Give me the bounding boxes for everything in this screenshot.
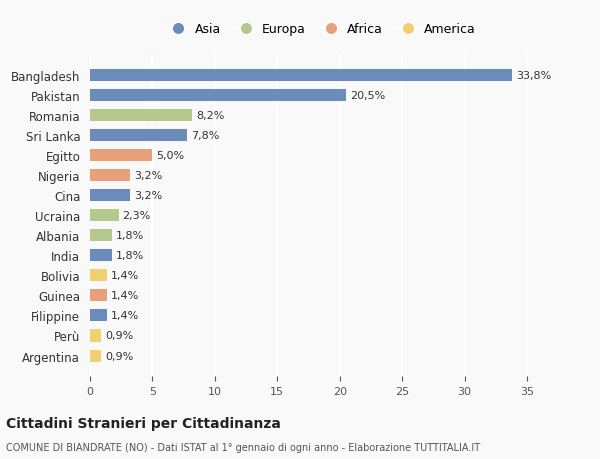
- Text: 7,8%: 7,8%: [191, 131, 220, 141]
- Bar: [90, 70, 512, 82]
- Text: 3,2%: 3,2%: [134, 191, 162, 201]
- Text: COMUNE DI BIANDRATE (NO) - Dati ISTAT al 1° gennaio di ogni anno - Elaborazione : COMUNE DI BIANDRATE (NO) - Dati ISTAT al…: [6, 442, 480, 452]
- Text: 1,4%: 1,4%: [111, 291, 139, 301]
- Text: 1,4%: 1,4%: [111, 311, 139, 321]
- Text: 8,2%: 8,2%: [196, 111, 224, 121]
- Bar: [90, 130, 187, 142]
- Text: 33,8%: 33,8%: [516, 71, 551, 81]
- Text: 2,3%: 2,3%: [122, 211, 151, 221]
- Text: 5,0%: 5,0%: [156, 151, 184, 161]
- Text: 1,4%: 1,4%: [111, 271, 139, 281]
- Bar: [90, 270, 107, 282]
- Bar: [90, 350, 101, 362]
- Text: 3,2%: 3,2%: [134, 171, 162, 181]
- Text: 1,8%: 1,8%: [116, 231, 145, 241]
- Bar: [90, 90, 346, 102]
- Bar: [90, 330, 101, 342]
- Bar: [90, 190, 130, 202]
- Text: 1,8%: 1,8%: [116, 251, 145, 261]
- Bar: [90, 310, 107, 322]
- Legend: Asia, Europa, Africa, America: Asia, Europa, Africa, America: [162, 20, 480, 40]
- Bar: [90, 110, 193, 122]
- Bar: [90, 230, 112, 242]
- Bar: [90, 170, 130, 182]
- Bar: [90, 210, 119, 222]
- Text: 0,9%: 0,9%: [105, 351, 133, 361]
- Bar: [90, 290, 107, 302]
- Bar: [90, 250, 112, 262]
- Text: Cittadini Stranieri per Cittadinanza: Cittadini Stranieri per Cittadinanza: [6, 416, 281, 430]
- Text: 0,9%: 0,9%: [105, 331, 133, 341]
- Bar: [90, 150, 152, 162]
- Text: 20,5%: 20,5%: [350, 91, 385, 101]
